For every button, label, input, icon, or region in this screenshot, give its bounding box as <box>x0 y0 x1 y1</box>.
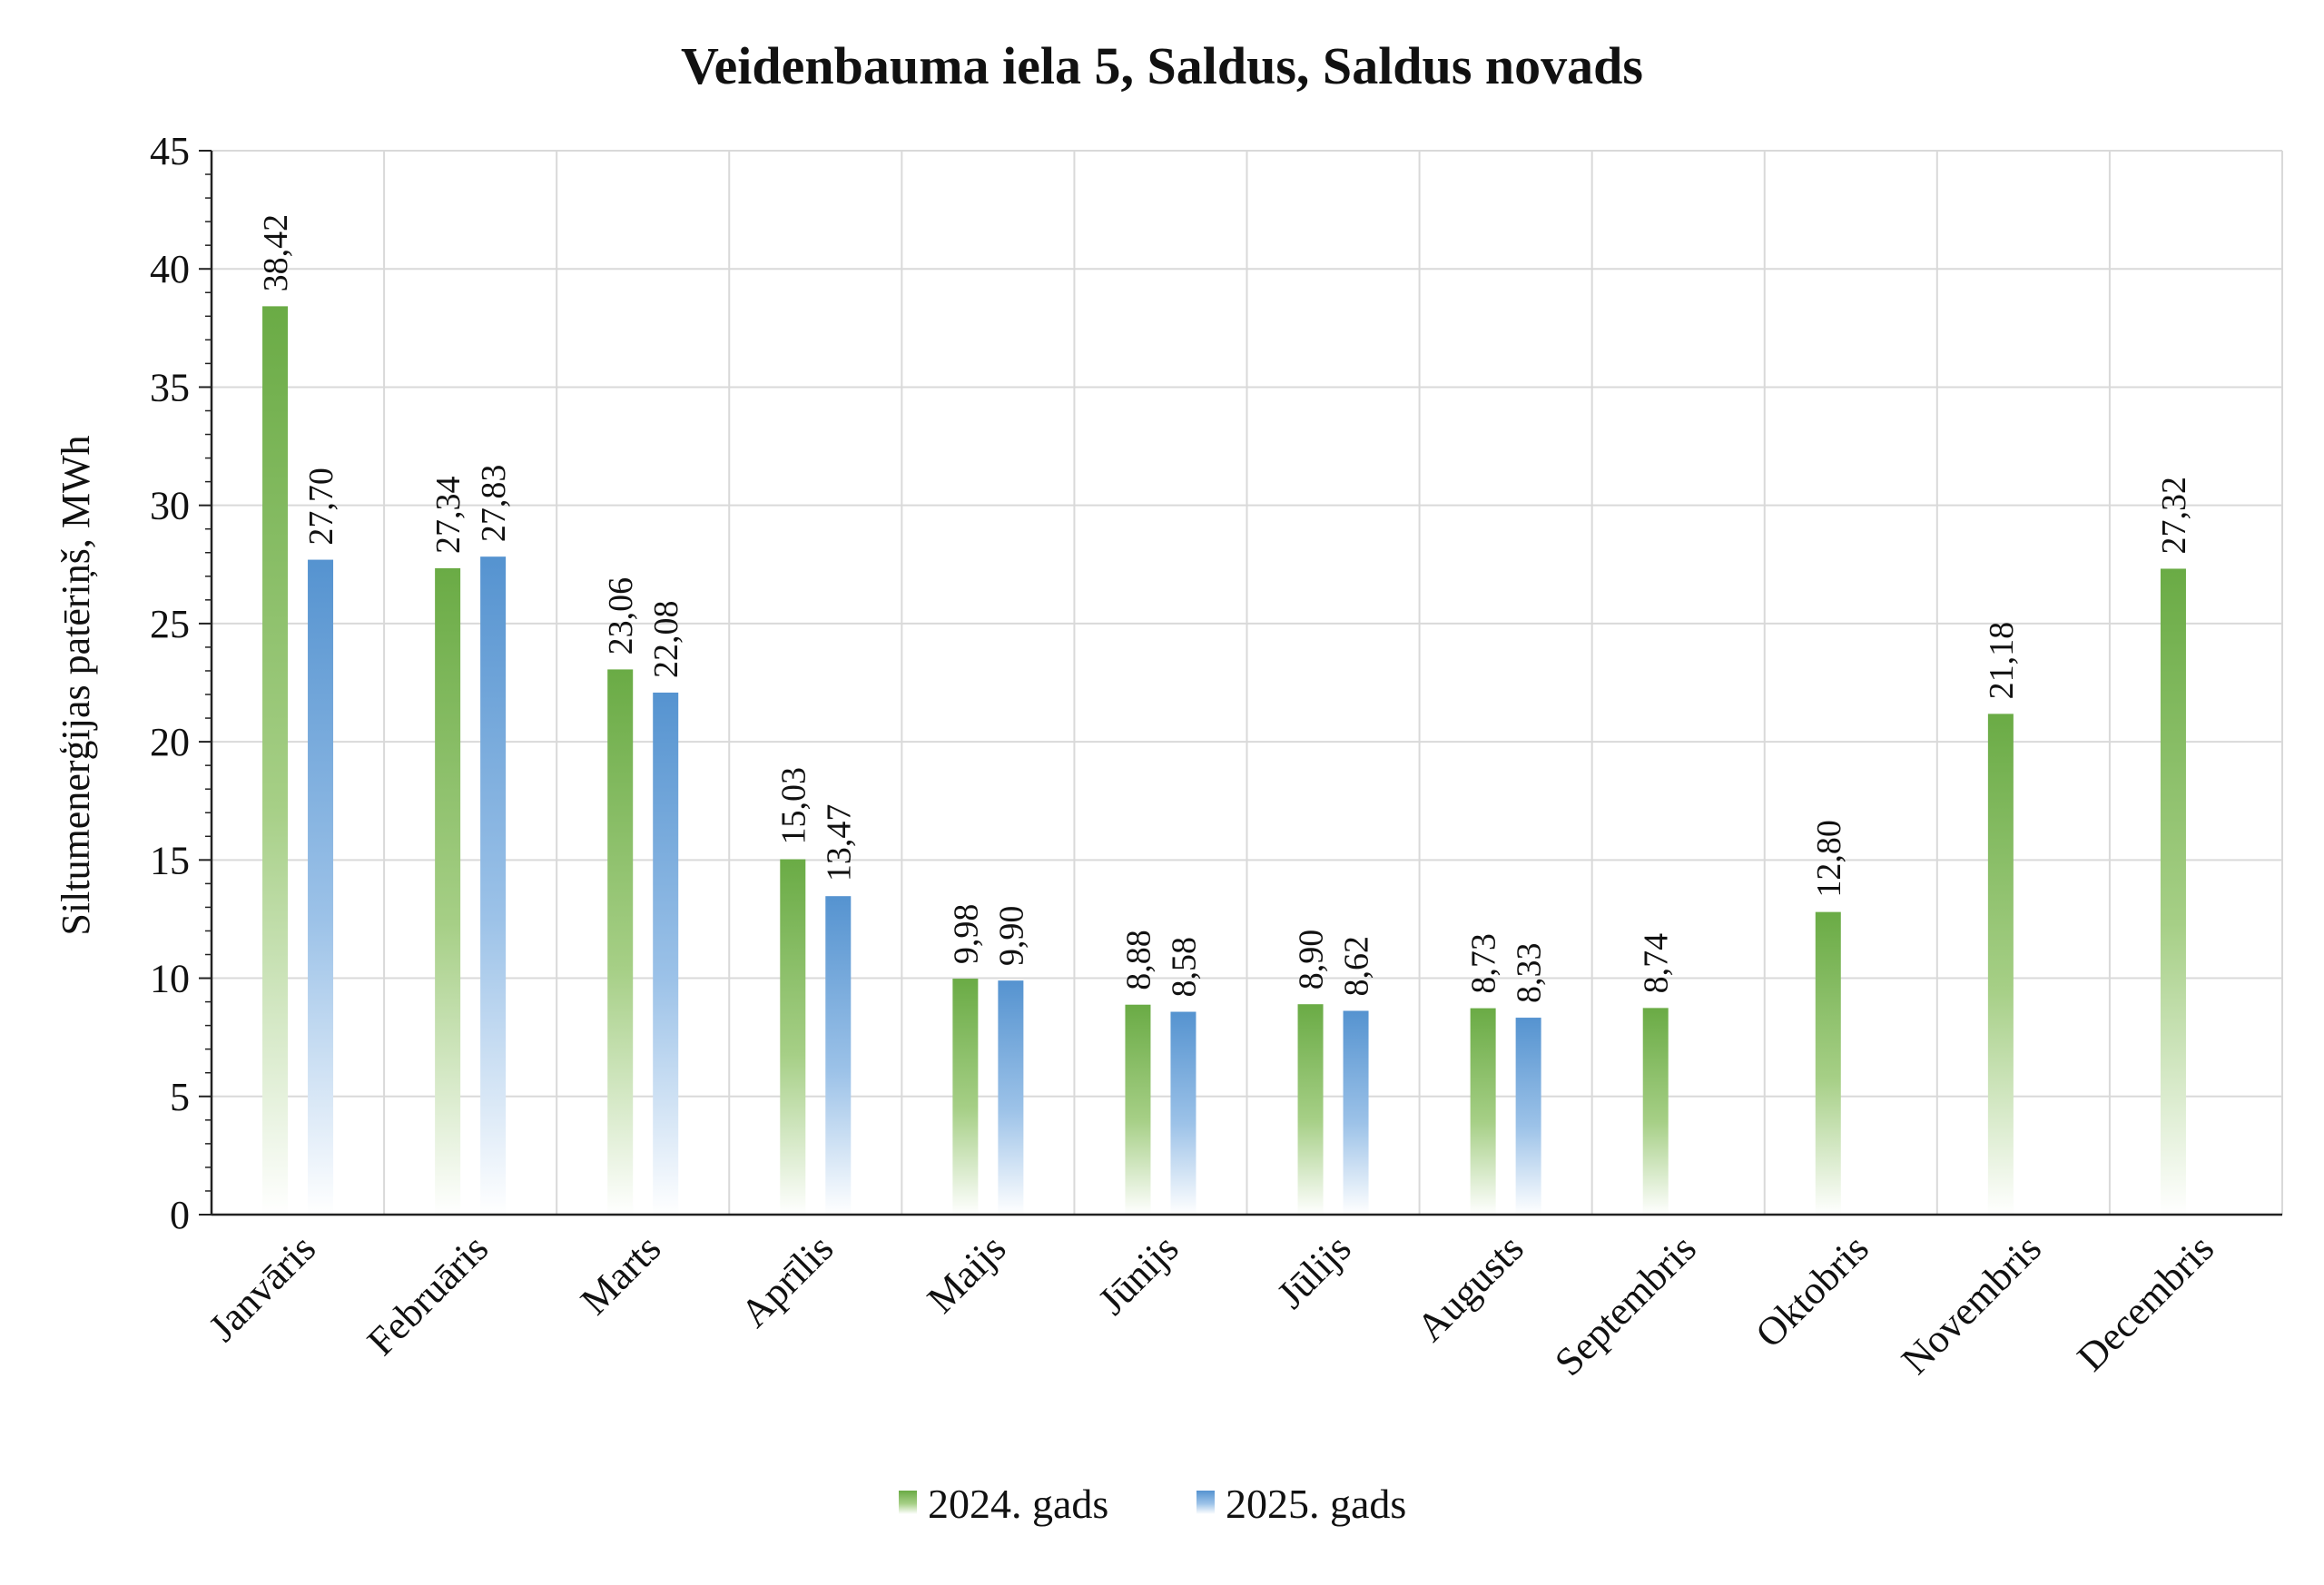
data-label: 9,98 <box>947 904 985 965</box>
bar-series-1 <box>435 567 461 1215</box>
x-tick-label: Jūnijs <box>1089 1226 1187 1323</box>
bar-series-1 <box>1987 714 2014 1215</box>
bar-series-1 <box>607 669 634 1215</box>
x-tick-label: Septembris <box>1546 1226 1705 1384</box>
legend-swatch <box>1196 1491 1215 1514</box>
x-tick-label: Aprīlis <box>732 1226 842 1335</box>
y-axis-title: Siltumenerģijas patēriņš, MWh <box>54 435 98 935</box>
y-tick-label: 10 <box>150 957 190 1001</box>
bar-series-1 <box>2160 568 2186 1215</box>
data-label: 27,32 <box>2155 477 2193 555</box>
data-label: 22,08 <box>647 600 685 678</box>
chart-title: Veidenbauma iela 5, Saldus, Saldus novad… <box>681 36 1643 95</box>
bar-series-2 <box>480 556 507 1215</box>
bar-series-1 <box>1642 1008 1669 1215</box>
data-label: 21,18 <box>1983 622 2021 700</box>
x-tick-label: Janvāris <box>201 1226 325 1350</box>
x-tick-label: Maijs <box>919 1226 1015 1322</box>
axes: 0 5 10 15 20 25 30 35 40 45 Janvāris Februāris Marts… <box>150 129 2282 1384</box>
x-tick-label: Marts <box>572 1226 669 1323</box>
bar-series-2 <box>1343 1010 1369 1215</box>
data-label: 8,33 <box>1511 943 1549 1004</box>
bar-series-2 <box>998 980 1024 1215</box>
bar-series-1 <box>1125 1004 1151 1215</box>
data-label: 12,80 <box>1810 820 1848 898</box>
x-tick-label: Februāris <box>359 1226 497 1363</box>
bar-series-1 <box>1815 911 1841 1215</box>
bars <box>262 306 2186 1215</box>
data-label: 8,74 <box>1638 933 1676 994</box>
bar-series-2 <box>1515 1018 1541 1215</box>
x-tick-label: Oktobris <box>1747 1226 1877 1356</box>
data-label: 8,88 <box>1119 930 1157 990</box>
bar-series-2 <box>653 692 679 1215</box>
gridlines <box>212 150 2283 1215</box>
legend-swatch <box>899 1491 917 1514</box>
bar-series-2 <box>1170 1011 1196 1215</box>
data-label: 27,70 <box>302 468 340 546</box>
bar-series-1 <box>952 979 979 1215</box>
data-label: 8,62 <box>1338 936 1376 997</box>
y-tick-label: 25 <box>150 602 190 646</box>
data-labels: 38,42 27,34 23,06 15,03 9,98 8,88 8,90 8,73 8,74… <box>257 214 2193 1003</box>
bar-series-1 <box>1470 1008 1496 1215</box>
bar-series-2 <box>308 559 334 1215</box>
legend: 2024. gads 2025. gads <box>899 1481 1406 1527</box>
data-label: 15,03 <box>774 767 812 845</box>
y-tick-label: 5 <box>170 1075 190 1119</box>
data-label: 38,42 <box>257 214 295 292</box>
x-tick-label: Jūlijs <box>1268 1226 1359 1316</box>
data-label: 8,73 <box>1465 933 1503 994</box>
y-tick-label: 45 <box>150 129 190 173</box>
data-label: 8,90 <box>1293 930 1331 990</box>
data-label: 27,34 <box>429 476 468 554</box>
data-label: 23,06 <box>602 577 640 655</box>
y-tick-label: 15 <box>150 838 190 882</box>
legend-label: 2024. gads <box>928 1481 1108 1527</box>
bar-series-1 <box>262 306 289 1215</box>
x-tick-label: Decembris <box>2069 1226 2222 1379</box>
y-tick-label: 20 <box>150 720 190 764</box>
data-label: 13,47 <box>820 804 858 882</box>
y-tick-label: 30 <box>150 484 190 528</box>
y-tick-label: 0 <box>170 1193 190 1237</box>
bar-series-2 <box>825 896 852 1215</box>
bar-series-1 <box>780 859 806 1215</box>
data-label: 27,83 <box>475 465 513 543</box>
x-tick-label: Augusts <box>1408 1226 1532 1350</box>
x-tick-label: Novembris <box>1893 1226 2050 1383</box>
data-label: 8,58 <box>1165 937 1203 998</box>
data-label: 9,90 <box>992 906 1030 967</box>
y-tick-label: 35 <box>150 365 190 409</box>
legend-label: 2025. gads <box>1226 1481 1406 1527</box>
bar-series-1 <box>1297 1004 1324 1215</box>
y-tick-label: 40 <box>150 247 190 291</box>
